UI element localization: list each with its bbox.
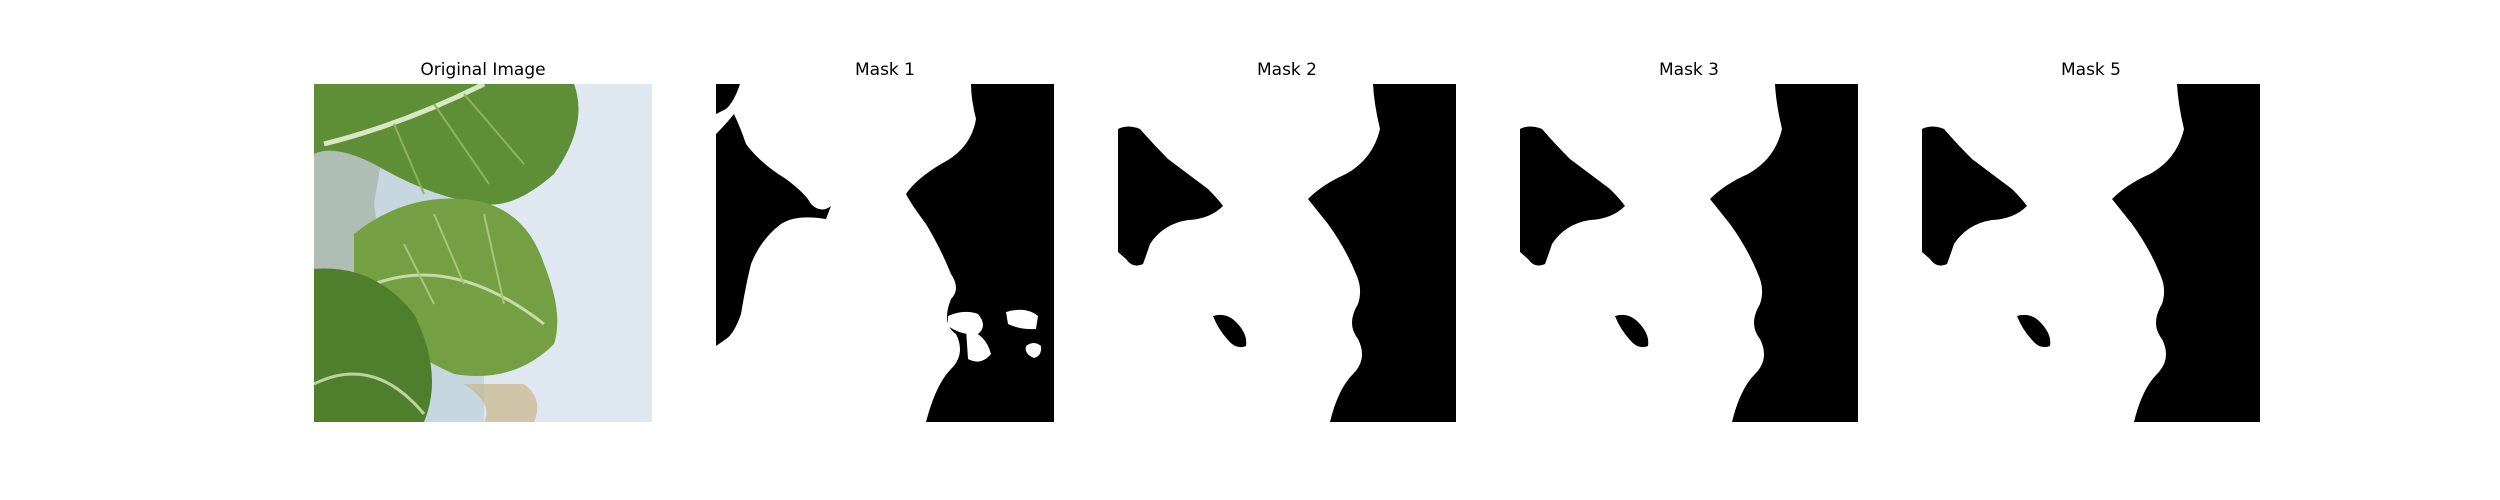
- panel-title: Mask 2: [1256, 60, 1317, 80]
- binary-mask-image: [1520, 84, 1858, 422]
- panel-title: Original Image: [420, 60, 546, 80]
- binary-mask-image: [716, 84, 1054, 422]
- panel-title: Mask 1: [854, 60, 915, 80]
- original-photo: [314, 84, 652, 422]
- panel-title: Mask 5: [2060, 60, 2121, 80]
- binary-mask-image: [1922, 84, 2260, 422]
- binary-mask-image: [1118, 84, 1456, 422]
- panel-title: Mask 3: [1658, 60, 1719, 80]
